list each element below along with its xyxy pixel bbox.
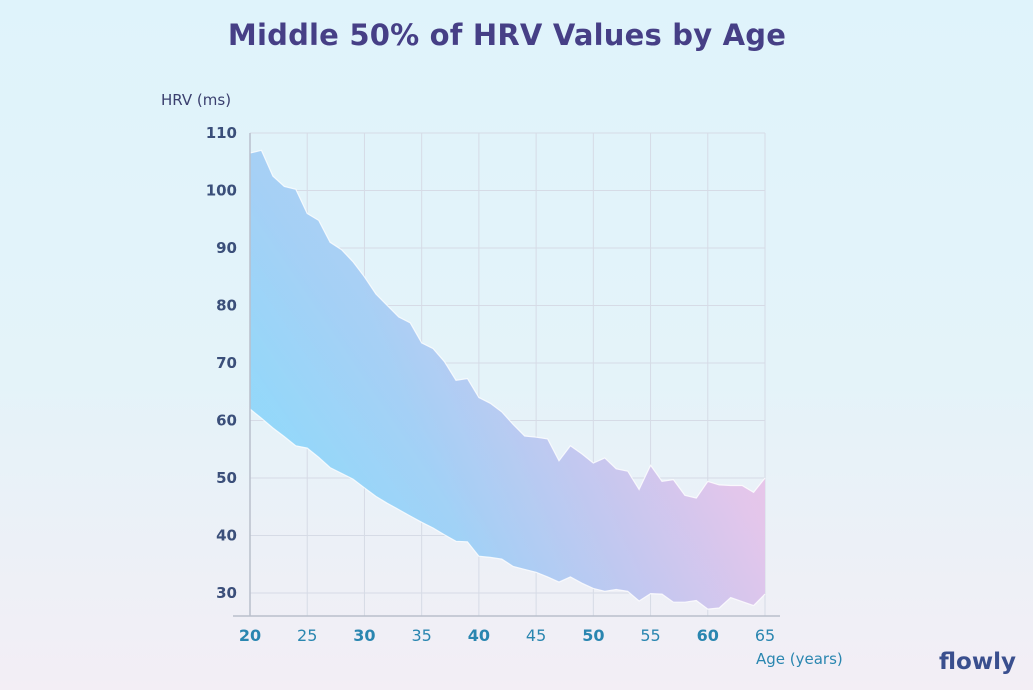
x-tick-label-20: 20 xyxy=(239,626,261,645)
x-tick-labels: 20 25 30 35 40 45 50 55 60 65 xyxy=(239,626,775,645)
y-tick-label-30: 30 xyxy=(216,584,237,602)
y-tick-label-110: 110 xyxy=(206,124,237,142)
y-tick-label-40: 40 xyxy=(216,527,237,545)
y-tick-label-50: 50 xyxy=(216,469,237,487)
x-axis-label: Age (years) xyxy=(756,650,843,668)
brand-logo: flowly xyxy=(939,649,1016,675)
y-tick-label-60: 60 xyxy=(216,412,237,430)
iqr-band-overlay xyxy=(250,150,765,610)
y-tick-label-80: 80 xyxy=(216,297,237,315)
x-tick-label-25: 25 xyxy=(297,626,317,645)
x-tick-label-55: 55 xyxy=(640,626,660,645)
lower-quartile-line xyxy=(249,408,766,610)
axes xyxy=(233,133,780,617)
x-tick-label-40: 40 xyxy=(468,626,490,645)
x-tick-label-65: 65 xyxy=(755,626,775,645)
y-tick-label-70: 70 xyxy=(216,354,237,372)
hrv-band xyxy=(249,149,766,610)
x-tick-label-30: 30 xyxy=(353,626,375,645)
x-tick-label-45: 45 xyxy=(526,626,546,645)
x-tick-label-60: 60 xyxy=(697,626,719,645)
x-tick-label-50: 50 xyxy=(582,626,604,645)
x-tick-label-35: 35 xyxy=(411,626,431,645)
y-tick-label-100: 100 xyxy=(206,182,237,200)
y-axis-label: HRV (ms) xyxy=(161,91,232,109)
y-tick-labels: 30 40 50 60 70 80 90 100 110 xyxy=(206,124,237,602)
upper-quartile-line xyxy=(249,149,766,499)
chart-title: Middle 50% of HRV Values by Age xyxy=(227,18,787,52)
y-tick-label-90: 90 xyxy=(216,239,237,257)
